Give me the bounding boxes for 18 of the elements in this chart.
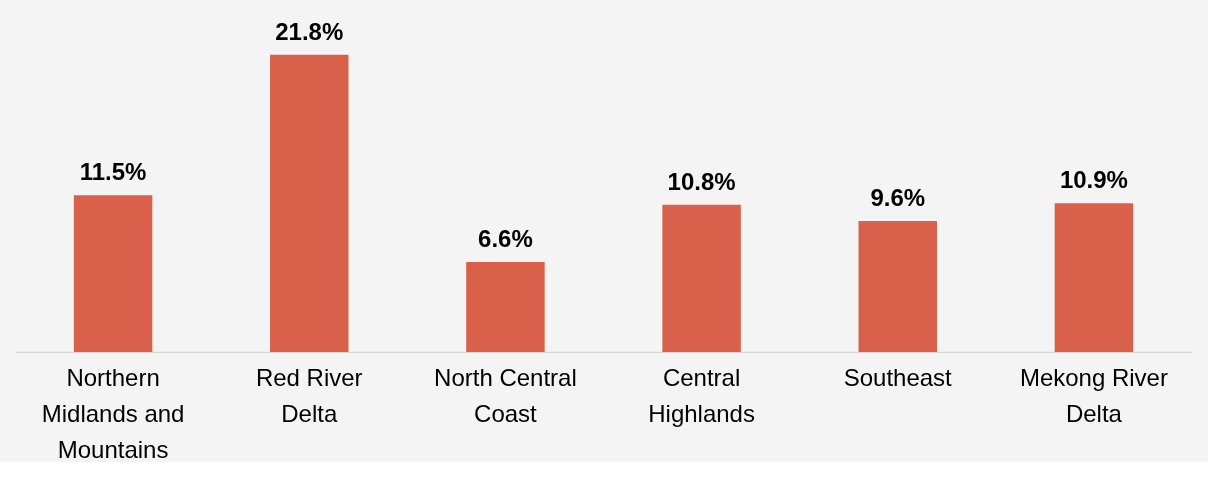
bar bbox=[73, 195, 153, 352]
data-label: 10.8% bbox=[667, 167, 736, 195]
data-label: 6.6% bbox=[478, 225, 533, 252]
bar bbox=[270, 54, 349, 352]
x-tick-label: Southeast bbox=[843, 363, 953, 391]
data-label: 11.5% bbox=[79, 158, 147, 186]
x-tick-label: Central Highlands bbox=[648, 363, 755, 427]
data-label: 21.8% bbox=[275, 17, 344, 45]
x-tick-label: Northern Midlands and Mountains bbox=[41, 363, 185, 463]
bar bbox=[662, 204, 741, 352]
bar bbox=[1054, 203, 1134, 352]
bar bbox=[858, 221, 937, 352]
bar bbox=[466, 262, 545, 352]
data-label: 9.6% bbox=[870, 184, 926, 212]
x-tick-label: Mekong River Delta bbox=[1019, 363, 1168, 427]
x-tick-label: North Central Coast bbox=[434, 363, 577, 427]
data-label: 10.9% bbox=[1059, 166, 1128, 194]
x-tick-label: Red River Delta bbox=[255, 363, 363, 427]
